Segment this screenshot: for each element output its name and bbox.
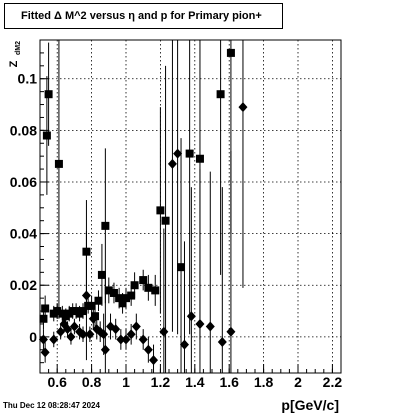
x-tick-label: 0.8 bbox=[82, 374, 102, 390]
data-point-square bbox=[109, 288, 118, 297]
data-point-diamond bbox=[186, 311, 196, 322]
data-point-diamond bbox=[38, 334, 48, 345]
data-point-diamond bbox=[138, 334, 148, 345]
x-axis-label: p[GeV/c] bbox=[281, 397, 339, 413]
data-point-diamond bbox=[205, 321, 215, 332]
data-point-square bbox=[54, 159, 63, 168]
data-point-square bbox=[144, 283, 153, 292]
axis-labels: p[GeV/c] Z dM2 bbox=[8, 41, 339, 413]
data-point-square bbox=[130, 281, 139, 290]
data-point-diamond bbox=[99, 329, 109, 340]
x-tick-label: 1.8 bbox=[254, 374, 274, 390]
y-tick-label: 0.02 bbox=[10, 277, 37, 293]
data-point-diamond bbox=[131, 321, 141, 332]
data-point-square bbox=[122, 294, 130, 303]
data-point-diamond bbox=[126, 329, 136, 340]
data-point-diamond bbox=[88, 313, 98, 324]
chart-title-box: Fitted Δ M^2 versus η and p for Primary … bbox=[4, 3, 283, 29]
data-point-diamond bbox=[195, 318, 205, 329]
data-point-diamond bbox=[217, 337, 227, 348]
x-tick-label: 2.2 bbox=[323, 374, 343, 390]
y-tick-label: 0.06 bbox=[10, 174, 37, 190]
data-point-diamond bbox=[52, 306, 62, 317]
data-point-diamond bbox=[85, 329, 95, 340]
data-point-square bbox=[82, 247, 91, 256]
data-point-square bbox=[127, 291, 136, 300]
data-point-diamond bbox=[78, 329, 88, 340]
x-tick-label: 1 bbox=[122, 374, 130, 390]
data-point-square bbox=[185, 149, 194, 158]
data-point-square bbox=[216, 90, 225, 99]
data-point-square bbox=[151, 286, 160, 295]
y-axis-label-subscript: dM2 bbox=[15, 41, 22, 55]
data-point-square bbox=[97, 270, 106, 279]
data-point-diamond bbox=[56, 326, 66, 337]
axes-layer: 0.6 0.8 1 1.2 1.4 1.6 1.8 2 2.2 0 0.02 0.04 0.06 0.08… bbox=[10, 52, 343, 390]
data-point-square bbox=[87, 301, 96, 310]
data-point-diamond bbox=[100, 344, 110, 355]
x-tick-label: 1.2 bbox=[151, 374, 171, 390]
x-tick-label: 0.6 bbox=[47, 374, 67, 390]
data-point-square bbox=[101, 221, 110, 230]
y-axis-label: Z bbox=[8, 60, 20, 67]
data-point-diamond bbox=[66, 331, 76, 342]
data-point-diamond bbox=[81, 290, 91, 301]
data-point-diamond bbox=[149, 355, 159, 366]
data-point-square bbox=[118, 299, 127, 308]
data-point-square bbox=[39, 314, 48, 323]
data-point-diamond bbox=[63, 324, 73, 335]
data-point-diamond bbox=[116, 334, 126, 345]
data-point-square bbox=[42, 131, 51, 140]
data-point-diamond bbox=[143, 344, 153, 355]
y-tick-label: 0.04 bbox=[10, 226, 37, 242]
timestamp: Thu Dec 12 08:28:47 2024 bbox=[3, 401, 100, 410]
x-tick-label: 1.6 bbox=[219, 374, 239, 390]
data-point-square bbox=[156, 206, 165, 215]
data-point-diamond bbox=[226, 326, 236, 337]
y-tick-label: 0 bbox=[29, 329, 37, 345]
data-point-square bbox=[115, 294, 124, 303]
data-point-square bbox=[161, 216, 170, 225]
data-point-diamond bbox=[173, 148, 183, 159]
data-markers bbox=[38, 48, 248, 366]
data-point-square bbox=[195, 154, 204, 163]
data-point-diamond bbox=[111, 324, 121, 335]
data-point-square bbox=[41, 304, 50, 313]
grid-layer bbox=[40, 40, 341, 373]
y-tick-label: 0.08 bbox=[10, 122, 37, 138]
data-point-square bbox=[177, 263, 186, 272]
data-point-diamond bbox=[69, 321, 79, 332]
y-tick-label: 0.1 bbox=[18, 71, 38, 87]
x-tick-label: 2 bbox=[294, 374, 302, 390]
data-point-diamond bbox=[238, 102, 248, 113]
x-tick-label: 1.4 bbox=[185, 374, 205, 390]
data-point-square bbox=[79, 307, 87, 316]
data-point-square bbox=[104, 286, 113, 295]
data-point-square bbox=[94, 296, 103, 305]
plot-frame bbox=[39, 39, 342, 374]
data-point-diamond bbox=[179, 339, 189, 350]
data-point-diamond bbox=[121, 334, 131, 345]
data-point-square bbox=[139, 276, 148, 285]
data-point-square bbox=[226, 48, 235, 57]
chart-title: Fitted Δ M^2 versus η and p for Primary … bbox=[21, 10, 262, 22]
data-point-diamond bbox=[167, 158, 177, 169]
data-point-diamond bbox=[159, 326, 169, 337]
data-point-diamond bbox=[40, 347, 50, 358]
data-point-square bbox=[44, 90, 53, 99]
data-point-diamond bbox=[49, 334, 59, 345]
